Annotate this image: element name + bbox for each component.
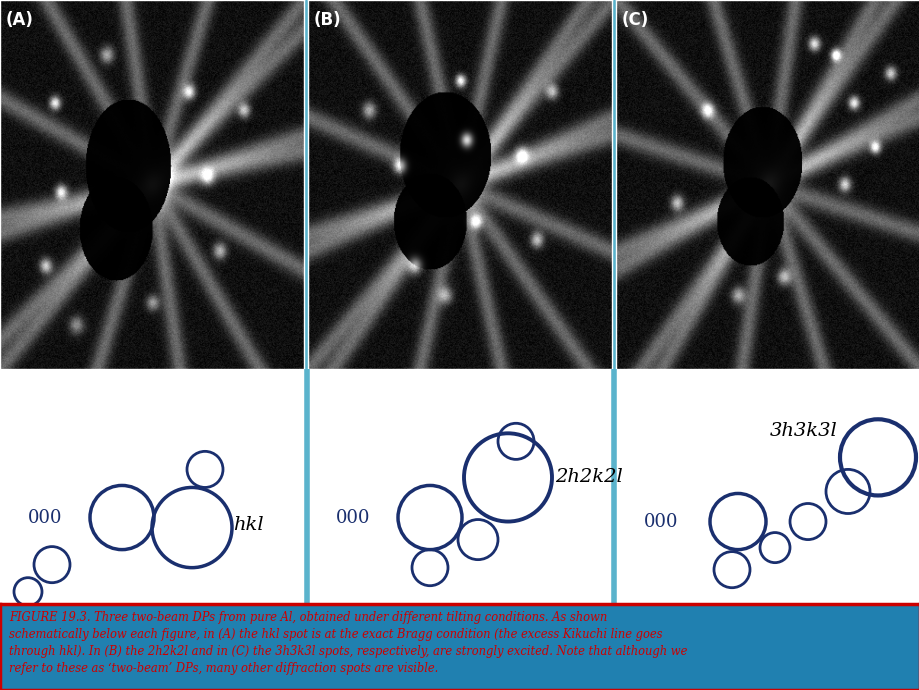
- Text: 2h2k2l: 2h2k2l: [554, 469, 622, 486]
- Text: FIGURE 19.3. Three two-beam DPs from pure Al, obtained under different tilting c: FIGURE 19.3. Three two-beam DPs from pur…: [9, 611, 686, 675]
- Text: (A): (A): [6, 11, 34, 29]
- Text: 000: 000: [335, 509, 369, 526]
- Text: (B): (B): [313, 11, 341, 29]
- Text: (C): (C): [621, 11, 649, 29]
- Text: 3h3k3l: 3h3k3l: [769, 422, 837, 440]
- Text: 000: 000: [28, 509, 62, 526]
- Text: hkl: hkl: [233, 515, 264, 533]
- Text: 000: 000: [642, 513, 677, 531]
